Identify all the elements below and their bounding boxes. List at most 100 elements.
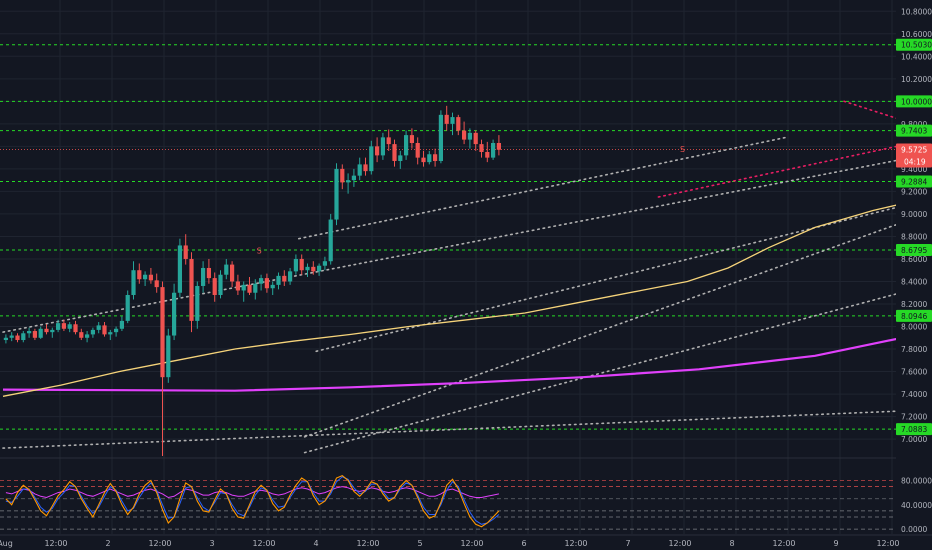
candle-body (392, 144, 397, 162)
candle-body (183, 245, 188, 259)
candle-body (177, 245, 182, 293)
candle (218, 270, 223, 299)
candle (398, 150, 403, 169)
candle-body (363, 164, 368, 172)
candle (467, 128, 472, 149)
price-tick: 8.8000 (901, 232, 927, 241)
level-badge (896, 423, 932, 436)
time-tick: 12:00 (564, 539, 587, 548)
candle (183, 234, 188, 265)
wedge-line (843, 100, 932, 131)
candle-body (421, 157, 426, 163)
candle-body (282, 275, 287, 282)
candle-body (270, 284, 275, 289)
candle (96, 322, 101, 334)
signal-label: S (257, 246, 262, 255)
candle-body (404, 135, 409, 156)
candle (282, 270, 287, 286)
candle-body (172, 292, 177, 336)
candle-body (386, 137, 391, 145)
channel-line (303, 283, 932, 454)
price-axis: 7.0000 7.2000 7.4000 7.6000 7.8000 8.0000 8.20… (896, 0, 932, 550)
time-tick: 12:00 (876, 539, 899, 548)
candle (32, 328, 37, 341)
ma-short-line (2, 195, 932, 397)
candle (9, 332, 14, 342)
time-tick: 3 (209, 539, 214, 548)
candle (433, 148, 438, 167)
annotations: SS (257, 145, 685, 255)
time-tick: 7 (625, 539, 630, 548)
level-badge (896, 175, 932, 188)
candle-body (322, 261, 327, 266)
oscillator-tick: 0.0000 (901, 525, 927, 534)
candle-body (154, 280, 159, 288)
candle-body (195, 285, 200, 321)
price-tick: 7.2000 (901, 413, 927, 422)
candle-body (357, 164, 362, 176)
candle (73, 320, 78, 335)
candle (386, 129, 391, 151)
candle (276, 272, 281, 290)
candle (241, 281, 246, 302)
time-tick: 6 (521, 539, 526, 548)
candle (380, 132, 385, 160)
candle (328, 213, 333, 265)
price-tick: 8.4000 (901, 277, 927, 286)
level-badge (896, 38, 932, 51)
oscillator-panel (0, 474, 896, 530)
candle-body (444, 114, 449, 124)
candle-body (148, 274, 153, 281)
channel-line (2, 408, 932, 449)
candle-body (212, 278, 217, 295)
candle-body (427, 154, 432, 163)
candle-body (479, 144, 484, 152)
candle-body (450, 117, 455, 124)
candle-body (276, 275, 281, 285)
candle-body (346, 180, 351, 183)
candle (79, 328, 84, 341)
wedge-line (657, 138, 932, 198)
candle-body (189, 258, 194, 321)
price-tick: 7.4000 (901, 390, 927, 399)
candle (189, 252, 194, 333)
time-tick: Aug (0, 539, 13, 548)
price-tick: 10.8000 (901, 7, 932, 16)
candle-body (38, 328, 43, 338)
candle-body (3, 337, 8, 341)
candle-body (247, 284, 252, 293)
channel-line (303, 210, 932, 438)
candle (38, 326, 43, 339)
candle (56, 319, 61, 333)
price-tick: 7.8000 (901, 345, 927, 354)
candle-body (90, 329, 95, 335)
candle-body (108, 332, 113, 335)
level-badge (896, 244, 932, 257)
candle (450, 112, 455, 136)
candle (230, 261, 235, 288)
price-tick: 10.6000 (901, 30, 932, 39)
oscillator-line-a (5, 474, 500, 528)
candle (415, 137, 420, 165)
candle (90, 327, 95, 338)
time-tick: 2 (105, 539, 110, 548)
candle (444, 105, 449, 131)
channel-line (298, 136, 787, 240)
candle-body (241, 284, 246, 291)
candle-body (44, 328, 49, 333)
candle-body (433, 154, 438, 162)
horizontal-levels (0, 44, 896, 430)
price-axis-bg (896, 0, 932, 550)
candle (154, 273, 159, 293)
candle-body (473, 132, 478, 145)
moving-averages (2, 195, 932, 397)
candle (369, 140, 374, 175)
candle (50, 327, 55, 338)
signal-label: S (680, 145, 685, 154)
current-price-badge (896, 143, 932, 168)
candle (293, 254, 298, 275)
oscillator-tick: 80.0000 (901, 476, 932, 485)
candle (247, 276, 252, 295)
candle-body (351, 175, 356, 181)
